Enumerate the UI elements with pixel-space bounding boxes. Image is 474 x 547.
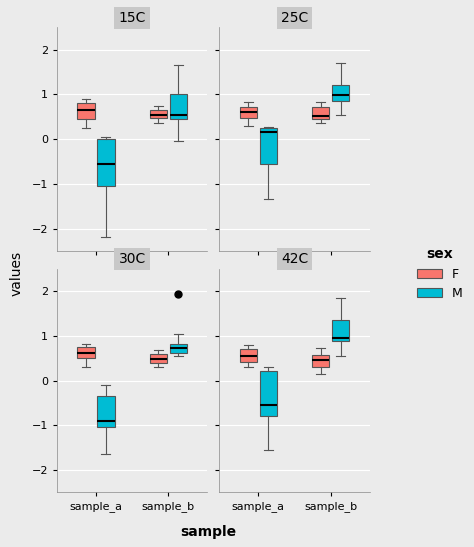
PathPatch shape xyxy=(332,85,349,101)
PathPatch shape xyxy=(150,110,167,118)
Text: sample: sample xyxy=(181,525,237,539)
PathPatch shape xyxy=(312,107,329,119)
PathPatch shape xyxy=(150,354,167,363)
Legend: F, M: F, M xyxy=(412,242,468,305)
PathPatch shape xyxy=(97,139,115,186)
PathPatch shape xyxy=(240,349,257,362)
Title: 25C: 25C xyxy=(281,11,308,25)
PathPatch shape xyxy=(240,107,257,118)
PathPatch shape xyxy=(170,95,187,119)
Text: values: values xyxy=(9,251,24,296)
PathPatch shape xyxy=(77,103,95,119)
Title: 15C: 15C xyxy=(118,11,146,25)
Title: 30C: 30C xyxy=(118,252,146,266)
PathPatch shape xyxy=(77,347,95,358)
Title: 42C: 42C xyxy=(281,252,308,266)
PathPatch shape xyxy=(332,320,349,341)
PathPatch shape xyxy=(260,371,277,416)
PathPatch shape xyxy=(97,396,115,427)
PathPatch shape xyxy=(170,344,187,353)
PathPatch shape xyxy=(260,128,277,164)
PathPatch shape xyxy=(312,354,329,367)
